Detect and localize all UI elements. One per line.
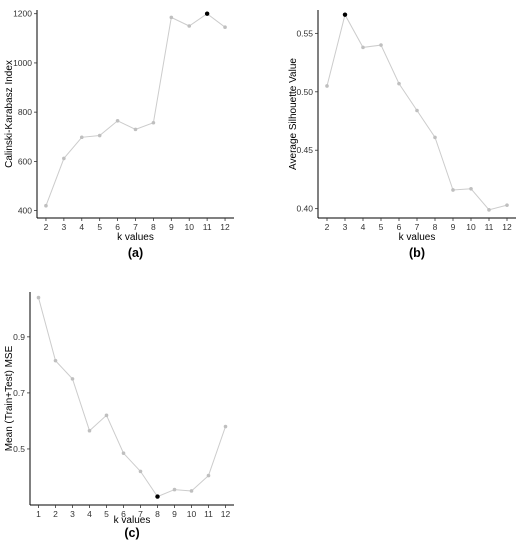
x-tick-label: 3 [61,222,66,232]
highlighted-data-point [342,12,348,17]
data-point [379,43,383,47]
data-point [62,156,66,161]
x-axis-title: k values [114,515,151,526]
data-point [104,413,109,418]
x-tick-label: 7 [133,222,138,232]
data-point [79,135,84,140]
panel-label: (c) [124,526,139,540]
data-point [187,24,192,28]
x-tick-label: 7 [415,222,420,232]
panel-label: (a) [128,246,143,260]
x-tick-label: 4 [79,222,84,232]
x-tick-label: 8 [433,222,438,232]
y-tick-label: 1200 [13,9,32,19]
highlighted-data-point [204,11,210,16]
x-tick-label: 8 [151,222,156,232]
data-point [361,45,365,50]
data-point [70,377,75,381]
x-tick-label: 11 [203,222,212,232]
x-tick-label: 3 [343,222,348,232]
y-tick-label: 0.9 [13,332,25,342]
data-point [469,186,473,191]
x-tick-label: 12 [221,509,231,519]
x-tick-label: 7 [138,509,143,519]
y-tick-label: 0.55 [296,28,313,38]
x-tick-label: 2 [53,509,58,519]
data-point [53,358,58,363]
y-tick-label: 0.40 [296,204,313,214]
x-tick-label: 9 [169,222,174,232]
data-point [169,15,174,20]
y-tick-label: 0.5 [13,444,25,454]
data-point [487,208,491,212]
data-point [206,473,211,478]
x-tick-label: 9 [172,509,177,519]
data-point [121,451,126,455]
x-tick-label: 11 [485,222,494,232]
x-tick-label: 11 [204,509,213,519]
y-axis-title: Calinski-Karabasz Index [4,60,15,168]
y-tick-label: 0.50 [296,87,313,97]
x-tick-label: 5 [97,222,102,232]
x-tick-label: 4 [87,509,92,519]
x-tick-label: 10 [466,222,476,232]
x-tick-label: 2 [325,222,330,232]
data-point [451,188,455,192]
data-point [138,469,143,474]
x-tick-label: 6 [121,509,126,519]
data-point [36,295,41,300]
panel-label: (b) [409,246,425,260]
x-tick-label: 6 [115,222,120,232]
y-tick-label: 0.7 [13,388,25,398]
x-tick-label: 1 [36,509,41,519]
data-point [223,25,227,30]
y-tick-label: 0.45 [296,145,313,155]
x-tick-label: 6 [397,222,402,232]
data-point [433,135,437,140]
y-axis-title: Mean (Train+Test) MSE [4,345,15,451]
x-tick-label: 8 [155,509,160,519]
x-tick-label: 4 [361,222,366,232]
x-axis-title: k values [399,232,436,243]
data-point [151,120,156,125]
series-line [45,13,226,206]
y-axis-title: Average Silhouette Value [288,58,299,170]
x-axis-title: k values [117,232,154,243]
y-tick-label: 400 [18,206,32,216]
data-point [44,203,48,208]
x-tick-label: 10 [184,222,194,232]
x-tick-label: 12 [502,222,512,232]
data-point [97,133,102,138]
data-point [115,118,120,123]
data-point [189,489,194,493]
x-tick-label: 10 [187,509,197,519]
data-point [325,84,329,88]
series-line [38,297,226,498]
highlighted-data-point [155,494,160,499]
x-tick-label: 5 [379,222,384,232]
chart-panel-a: 400 600 800 1000 1200 2 3 4 5 6 7 8 9 10 11 12 k values C… [4,9,234,260]
x-tick-label: 9 [451,222,456,232]
data-point [505,203,509,207]
data-point [172,487,177,492]
y-tick-label: 1000 [13,58,32,68]
data-point [87,428,92,433]
data-point [133,127,138,132]
chart-panel-b: 0.40 0.45 0.50 0.55 2 3 4 5 6 7 8 9 10 11 12 k values Av… [288,10,516,260]
y-tick-label: 600 [18,156,32,166]
data-point [415,108,419,113]
data-point [397,81,401,86]
x-tick-label: 3 [70,509,75,519]
y-tick-label: 800 [18,107,32,117]
x-tick-label: 2 [44,222,49,232]
x-tick-label: 12 [220,222,230,232]
data-point [223,424,228,429]
x-tick-label: 5 [104,509,109,519]
